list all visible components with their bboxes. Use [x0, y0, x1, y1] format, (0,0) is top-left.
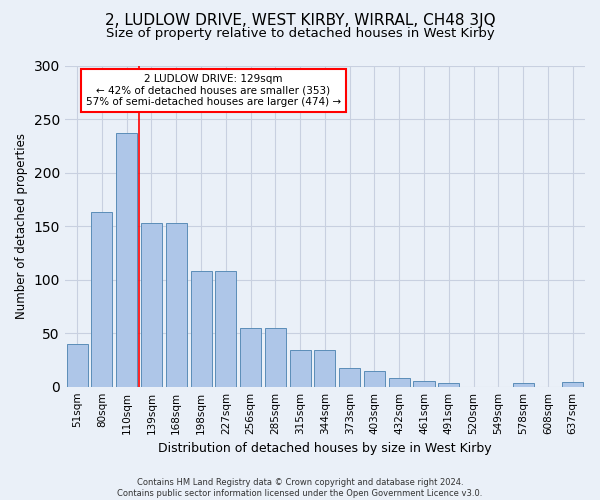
Bar: [240, 328, 261, 386]
Bar: [91, 212, 112, 386]
Text: Contains HM Land Registry data © Crown copyright and database right 2024.
Contai: Contains HM Land Registry data © Crown c…: [118, 478, 482, 498]
Bar: [141, 223, 162, 386]
Bar: [314, 350, 335, 386]
Bar: [562, 382, 583, 386]
Bar: [116, 133, 137, 386]
Bar: [191, 271, 212, 386]
X-axis label: Distribution of detached houses by size in West Kirby: Distribution of detached houses by size …: [158, 442, 492, 455]
Bar: [265, 328, 286, 386]
Bar: [290, 350, 311, 386]
Bar: [215, 271, 236, 386]
Y-axis label: Number of detached properties: Number of detached properties: [15, 133, 28, 319]
Bar: [166, 223, 187, 386]
Bar: [389, 378, 410, 386]
Bar: [438, 384, 459, 386]
Bar: [67, 344, 88, 387]
Bar: [512, 384, 533, 386]
Text: Size of property relative to detached houses in West Kirby: Size of property relative to detached ho…: [106, 28, 494, 40]
Bar: [364, 370, 385, 386]
Text: 2, LUDLOW DRIVE, WEST KIRBY, WIRRAL, CH48 3JQ: 2, LUDLOW DRIVE, WEST KIRBY, WIRRAL, CH4…: [104, 12, 496, 28]
Bar: [339, 368, 360, 386]
Text: 2 LUDLOW DRIVE: 129sqm
← 42% of detached houses are smaller (353)
57% of semi-de: 2 LUDLOW DRIVE: 129sqm ← 42% of detached…: [86, 74, 341, 108]
Bar: [413, 382, 434, 386]
